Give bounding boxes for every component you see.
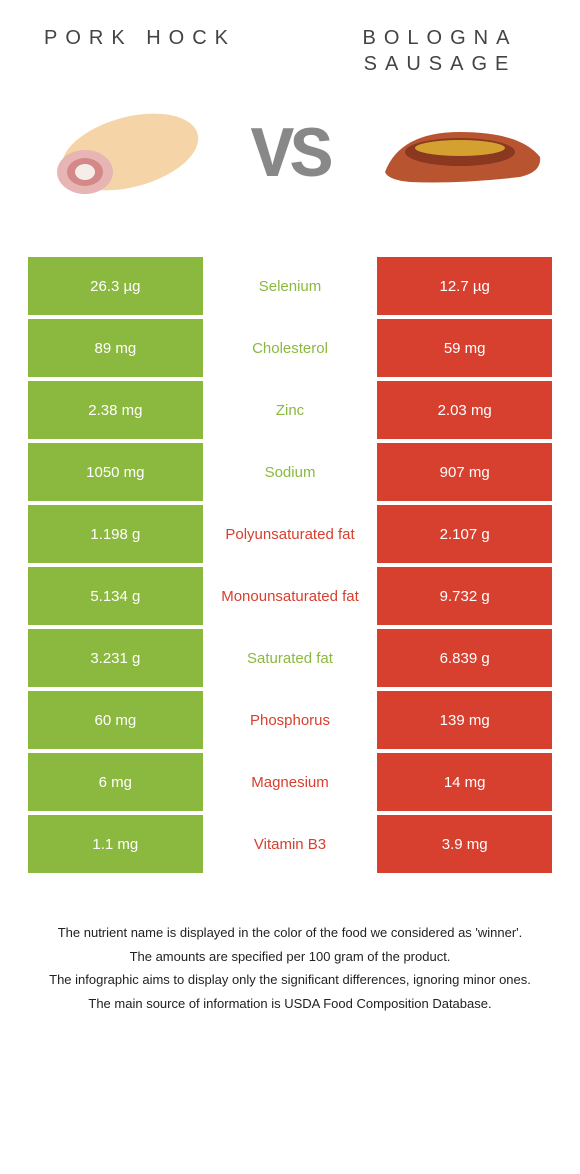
- left-value: 2.38 mg: [28, 381, 203, 439]
- footer-line: The main source of information is USDA F…: [30, 994, 550, 1014]
- nutrient-label: Vitamin B3: [203, 815, 378, 873]
- left-value: 89 mg: [28, 319, 203, 377]
- table-row: 1.1 mgVitamin B33.9 mg: [28, 815, 552, 873]
- left-value: 60 mg: [28, 691, 203, 749]
- table-row: 60 mgPhosphorus139 mg: [28, 691, 552, 749]
- right-value: 907 mg: [377, 443, 552, 501]
- nutrient-table: 26.3 µgSelenium12.7 µg89 mgCholesterol59…: [28, 257, 552, 873]
- right-value: 3.9 mg: [377, 815, 552, 873]
- footer-line: The amounts are specified per 100 gram o…: [30, 947, 550, 967]
- right-value: 14 mg: [377, 753, 552, 811]
- nutrient-label: Zinc: [203, 381, 378, 439]
- bologna-sausage-image: [370, 102, 550, 212]
- nutrient-label: Phosphorus: [203, 691, 378, 749]
- left-value: 1.1 mg: [28, 815, 203, 873]
- footer-line: The nutrient name is displayed in the co…: [30, 923, 550, 943]
- nutrient-label: Saturated fat: [203, 629, 378, 687]
- table-row: 1.198 gPolyunsaturated fat2.107 g: [28, 505, 552, 563]
- right-value: 139 mg: [377, 691, 552, 749]
- nutrient-label: Monounsaturated fat: [203, 567, 378, 625]
- right-value: 2.107 g: [377, 505, 552, 563]
- nutrient-label: Polyunsaturated fat: [203, 505, 378, 563]
- nutrient-label: Selenium: [203, 257, 378, 315]
- table-row: 5.134 gMonounsaturated fat9.732 g: [28, 567, 552, 625]
- table-row: 89 mgCholesterol59 mg: [28, 319, 552, 377]
- header: PORK HOCK BOLOGNA SAUSAGE: [0, 0, 580, 77]
- footer-line: The infographic aims to display only the…: [30, 970, 550, 990]
- right-value: 12.7 µg: [377, 257, 552, 315]
- left-food-title: PORK HOCK: [40, 25, 240, 51]
- pork-hock-image: [30, 102, 210, 212]
- left-value: 26.3 µg: [28, 257, 203, 315]
- table-row: 2.38 mgZinc2.03 mg: [28, 381, 552, 439]
- right-food-title: BOLOGNA SAUSAGE: [340, 25, 540, 77]
- nutrient-label: Magnesium: [203, 753, 378, 811]
- left-value: 5.134 g: [28, 567, 203, 625]
- right-title-line2: SAUSAGE: [364, 53, 517, 75]
- left-value: 1.198 g: [28, 505, 203, 563]
- table-row: 1050 mgSodium907 mg: [28, 443, 552, 501]
- left-value: 1050 mg: [28, 443, 203, 501]
- table-row: 6 mgMagnesium14 mg: [28, 753, 552, 811]
- right-value: 59 mg: [377, 319, 552, 377]
- table-row: 3.231 gSaturated fat6.839 g: [28, 629, 552, 687]
- images-row: VS: [0, 77, 580, 247]
- right-value: 2.03 mg: [377, 381, 552, 439]
- right-value: 9.732 g: [377, 567, 552, 625]
- right-value: 6.839 g: [377, 629, 552, 687]
- right-title-line1: BOLOGNA: [363, 27, 518, 49]
- nutrient-label: Cholesterol: [203, 319, 378, 377]
- vs-label: VS: [251, 116, 329, 198]
- footer-notes: The nutrient name is displayed in the co…: [30, 923, 550, 1013]
- table-row: 26.3 µgSelenium12.7 µg: [28, 257, 552, 315]
- left-value: 3.231 g: [28, 629, 203, 687]
- left-value: 6 mg: [28, 753, 203, 811]
- nutrient-label: Sodium: [203, 443, 378, 501]
